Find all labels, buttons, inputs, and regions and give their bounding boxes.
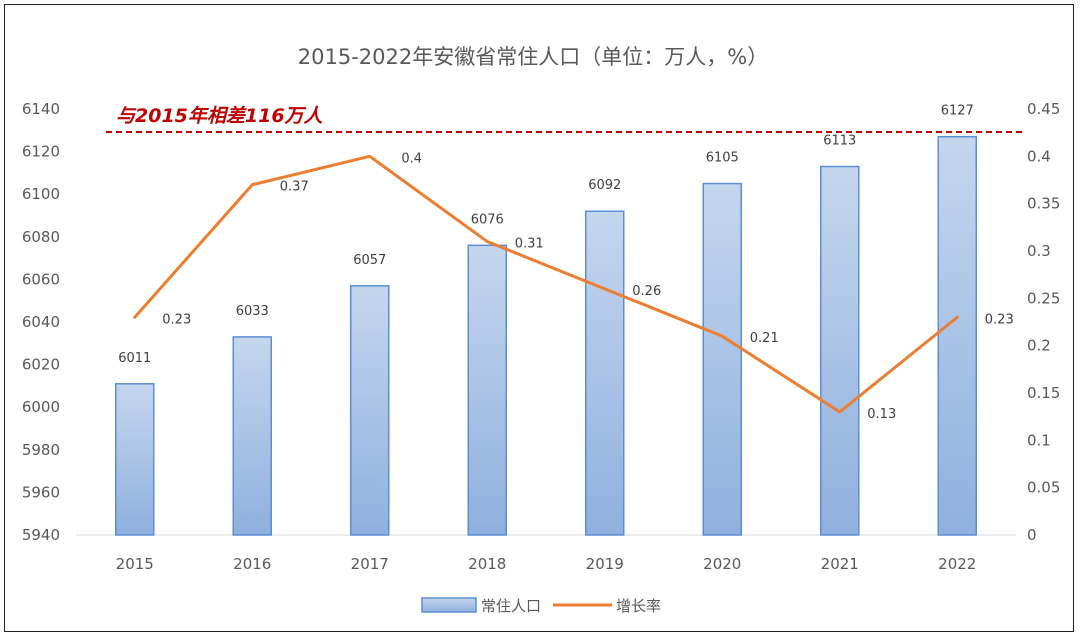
bar: [937, 135, 977, 536]
bar-data-label: 6105: [706, 151, 739, 166]
x-tick-label: 2016: [233, 555, 271, 573]
line-data-label: 0.23: [985, 312, 1014, 327]
right-tick-label: 0.1: [1027, 431, 1051, 449]
legend-line-label: 增长率: [616, 597, 661, 615]
x-tick-label: 2017: [351, 555, 389, 573]
left-tick-label: 6000: [22, 398, 60, 416]
x-tick-label: 2022: [938, 555, 976, 573]
bar-data-label: 6011: [118, 351, 151, 366]
bar: [820, 165, 860, 536]
chart-title: 2015-2022年安徽省常住人口（单位：万人，%）: [298, 45, 768, 69]
x-axis: 2015 2016 2017 2018 2019 2020 2021 2022: [76, 534, 1016, 573]
right-tick-label: 0.35: [1027, 195, 1060, 213]
right-tick-label: 0.25: [1027, 289, 1060, 307]
right-axis: 0 0.05 0.1 0.15 0.2 0.25 0.3 0.35 0.4 0.45: [1027, 100, 1060, 544]
left-tick-label: 6080: [22, 228, 60, 246]
bar-data-label: 6033: [236, 304, 269, 319]
right-tick-label: 0.45: [1027, 100, 1060, 118]
bar: [232, 336, 272, 536]
left-tick-label: 5980: [22, 441, 60, 459]
left-tick-label: 6140: [22, 100, 60, 118]
line-data-label: 0.37: [280, 180, 309, 195]
line-data-label: 0.23: [162, 312, 191, 327]
left-tick-label: 6060: [22, 270, 60, 288]
left-tick-label: 6020: [22, 356, 60, 374]
x-tick-label: 2015: [116, 555, 154, 573]
right-tick-label: 0.4: [1027, 147, 1051, 165]
right-tick-label: 0.3: [1027, 242, 1051, 260]
line-data-label: 0.13: [867, 407, 896, 422]
left-axis: 5940 5960 5980 6000 6020 6040 6060 6080 6100 6120…: [22, 100, 60, 544]
x-tick-label: 2018: [468, 555, 506, 573]
line-data-label: 0.31: [515, 237, 544, 252]
legend-bar-label: 常住人口: [481, 597, 541, 615]
legend: 常住人口 增长率: [421, 597, 661, 615]
line-data-label: 0.21: [750, 331, 779, 346]
right-tick-label: 0: [1027, 526, 1037, 544]
x-tick-label: 2019: [586, 555, 624, 573]
bar-data-labels: 6011 6033 6057 6076 6092 6105 6113 6127: [118, 104, 974, 366]
left-tick-label: 6040: [22, 313, 60, 331]
bar-series: [115, 135, 977, 536]
bar-data-label: 6092: [588, 178, 621, 193]
right-tick-label: 0.05: [1027, 479, 1060, 497]
bar: [702, 182, 742, 536]
line-data-label: 0.26: [632, 284, 661, 299]
bar: [115, 383, 155, 536]
bar-data-label: 6057: [353, 253, 386, 268]
line-series: [133, 154, 959, 414]
line-data-labels: 0.23 0.37 0.4 0.31 0.26 0.21 0.13 0.23: [162, 151, 1013, 422]
x-tick-label: 2020: [703, 555, 741, 573]
left-tick-label: 6100: [22, 185, 60, 203]
x-tick-label: 2021: [821, 555, 859, 573]
right-tick-label: 0.15: [1027, 384, 1060, 402]
left-tick-label: 5940: [22, 526, 60, 544]
legend-bar-swatch: [421, 597, 477, 613]
bar-data-label: 6127: [941, 104, 974, 119]
bar-data-label: 6113: [823, 134, 856, 149]
reference-line-group: 与2015年相差116万人: [106, 105, 1022, 133]
bar: [585, 210, 625, 536]
growth-rate-line: [133, 154, 959, 414]
reference-annotation: 与2015年相差116万人: [116, 105, 324, 127]
left-tick-label: 6120: [22, 143, 60, 161]
right-tick-label: 0.2: [1027, 337, 1051, 355]
chart-frame: [4, 4, 1074, 632]
bar: [467, 244, 507, 536]
bar: [350, 285, 390, 536]
line-data-label: 0.4: [401, 151, 422, 166]
bar-data-label: 6076: [471, 212, 504, 227]
left-tick-label: 5960: [22, 483, 60, 501]
